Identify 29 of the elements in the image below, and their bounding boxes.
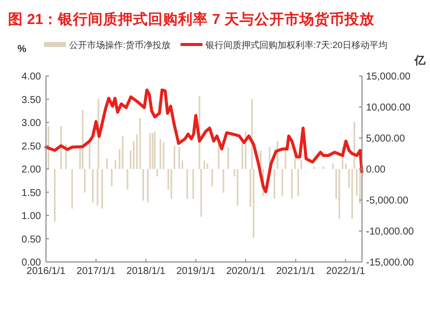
y2-tick-label: -5,000.00 xyxy=(366,196,409,206)
y2-axis-title: 亿 xyxy=(414,55,426,67)
legend-label: 公开市场操作:货币净投放 xyxy=(69,40,171,50)
y-tick-label: 1.00 xyxy=(22,211,42,222)
y2-tick-label: 10,000.00 xyxy=(366,102,411,114)
x-tick-label: 2017/1/1 xyxy=(76,266,116,277)
y-tick-label: 1.50 xyxy=(22,188,42,199)
y-tick-label: 0.50 xyxy=(22,234,42,246)
y-tick-label: 2.00 xyxy=(22,164,42,176)
x-tick-label: 2016/1/1 xyxy=(26,266,66,277)
x-tick-label: 2018/1/1 xyxy=(126,266,166,277)
x-tick-label: 2022/1/1 xyxy=(326,266,366,277)
y-tick-label: 3.00 xyxy=(22,118,42,129)
y2-tick-label: -15,000.00 xyxy=(366,258,414,268)
y-tick-label: 0.00 xyxy=(22,258,42,268)
y2-tick-label: 0.00 xyxy=(366,164,386,176)
line-series xyxy=(44,88,364,194)
y-tick-label: 2.50 xyxy=(22,141,42,152)
x-tick-label: 2021/1/1 xyxy=(276,266,316,277)
chart-title: 图 21：银行间质押式回购利率 7 天与公开市场货币投放 xyxy=(8,10,376,28)
y2-tick-label: 5,000.00 xyxy=(366,134,406,144)
x-tick-label: 2020/1/1 xyxy=(226,266,266,277)
x-tick-label: 2019/1/1 xyxy=(176,266,216,277)
y2-tick-label: -10,000.00 xyxy=(366,226,414,238)
y-axis-title: % xyxy=(18,44,27,55)
legend-label: 银行间质押式回购加权利率:7天:20日移动平均 xyxy=(204,40,388,50)
y-tick-label: 4.00 xyxy=(22,72,42,82)
y2-tick-label: 15,000.00 xyxy=(366,72,411,82)
y-tick-label: 3.50 xyxy=(22,94,42,106)
